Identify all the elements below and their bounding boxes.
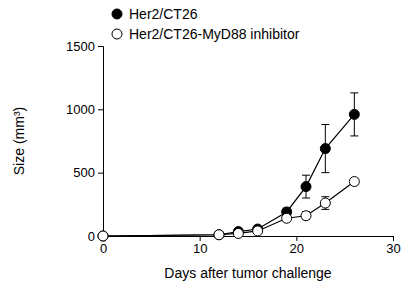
axis-line bbox=[104, 237, 394, 242]
legend-label: Her2/CT26 bbox=[129, 6, 198, 22]
error-bar-cap bbox=[321, 209, 329, 210]
error-bar bbox=[350, 93, 358, 136]
point bbox=[98, 231, 108, 241]
legend-label: Her2/CT26-MyD88 inhibitor bbox=[129, 26, 300, 42]
error-bar-cap bbox=[321, 124, 329, 125]
error-bar bbox=[302, 175, 310, 198]
x-axis-title: Days after tumor challenge bbox=[164, 265, 332, 281]
point bbox=[349, 109, 359, 119]
y-axis: 0 500 1000 1500 bbox=[66, 39, 103, 244]
tick-mark bbox=[98, 46, 103, 47]
error-bar-cap bbox=[321, 196, 329, 197]
x-axis: 0 10 20 30 bbox=[100, 236, 401, 256]
axis-line bbox=[98, 47, 104, 237]
tick-label: 500 bbox=[73, 165, 95, 180]
legend: Her2/CT26 Her2/CT26-MyD88 inhibitor bbox=[112, 6, 300, 42]
point bbox=[301, 211, 311, 221]
legend-marker bbox=[112, 9, 122, 19]
error-bar-cap bbox=[350, 135, 358, 136]
tick-label: 0 bbox=[100, 241, 107, 256]
tick: 1500 bbox=[66, 39, 103, 54]
tick: 1000 bbox=[66, 102, 103, 117]
error-bar-cap bbox=[302, 175, 310, 176]
point bbox=[320, 198, 330, 208]
tick-label: 10 bbox=[193, 241, 207, 256]
error-bar-cap bbox=[321, 172, 329, 173]
point bbox=[233, 228, 243, 238]
point bbox=[301, 182, 311, 192]
tick-label: 20 bbox=[290, 241, 304, 256]
point bbox=[282, 213, 292, 223]
point bbox=[349, 177, 359, 187]
tick-label: 1500 bbox=[66, 39, 95, 54]
tick-label: 1000 bbox=[66, 102, 95, 117]
tick-label: 30 bbox=[386, 241, 400, 256]
tick-mark bbox=[98, 109, 103, 110]
series-line bbox=[103, 182, 354, 236]
tick-mark bbox=[98, 173, 103, 174]
error-bar-cap bbox=[350, 92, 358, 93]
series-line bbox=[103, 114, 354, 236]
point bbox=[320, 144, 330, 154]
tick: 20 bbox=[290, 236, 304, 256]
error-bar-cap bbox=[302, 198, 310, 199]
plot-area bbox=[98, 93, 359, 241]
tick-label: 0 bbox=[88, 229, 95, 244]
chart: 0 10 20 30 0 500 1000 1500 Days after tumor chal… bbox=[0, 0, 417, 292]
error-bar bbox=[321, 197, 329, 210]
point bbox=[253, 226, 263, 236]
tick: 30 bbox=[386, 236, 400, 256]
point bbox=[214, 230, 224, 240]
point bbox=[98, 231, 108, 241]
tick: 500 bbox=[73, 165, 103, 180]
y-axis-title: Size (mm³) bbox=[11, 107, 27, 175]
tick: 10 bbox=[193, 236, 207, 256]
error-bar bbox=[321, 125, 329, 173]
legend-marker bbox=[112, 29, 122, 39]
point bbox=[214, 230, 224, 240]
